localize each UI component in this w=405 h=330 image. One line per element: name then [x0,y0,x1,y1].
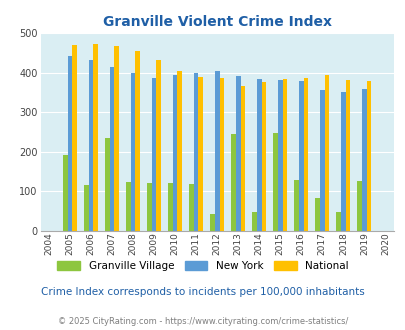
Bar [235,76,240,231]
Bar [273,133,277,231]
Bar [168,183,173,231]
Bar [240,86,245,231]
Bar [340,92,345,231]
Bar [282,79,286,231]
Legend: Granville Village, New York, National: Granville Village, New York, National [54,258,351,274]
Bar [277,80,282,231]
Bar [93,44,98,231]
Bar [315,198,319,231]
Bar [72,45,77,231]
Bar [261,82,266,231]
Bar [109,67,114,231]
Bar [319,90,324,231]
Bar [114,46,119,231]
Bar [298,81,303,231]
Bar [294,180,298,231]
Bar [366,81,371,231]
Bar [256,79,261,231]
Bar [130,73,135,231]
Bar [135,51,140,231]
Bar [198,77,202,231]
Bar [173,75,177,231]
Bar [68,55,72,231]
Bar [324,75,328,231]
Bar [336,213,340,231]
Bar [210,214,214,231]
Bar [189,184,194,231]
Bar [252,212,256,231]
Bar [361,89,366,231]
Bar [151,78,156,231]
Text: © 2025 CityRating.com - https://www.cityrating.com/crime-statistics/: © 2025 CityRating.com - https://www.city… [58,317,347,326]
Title: Granville Violent Crime Index: Granville Violent Crime Index [102,15,331,29]
Bar [126,182,130,231]
Bar [63,154,68,231]
Bar [177,71,182,231]
Bar [84,185,89,231]
Bar [214,71,219,231]
Bar [231,134,235,231]
Bar [356,181,361,231]
Bar [89,59,93,231]
Bar [147,183,151,231]
Bar [219,78,224,231]
Bar [105,138,109,231]
Bar [156,60,161,231]
Bar [194,73,198,231]
Text: Crime Index corresponds to incidents per 100,000 inhabitants: Crime Index corresponds to incidents per… [41,287,364,297]
Bar [303,78,307,231]
Bar [345,80,350,231]
